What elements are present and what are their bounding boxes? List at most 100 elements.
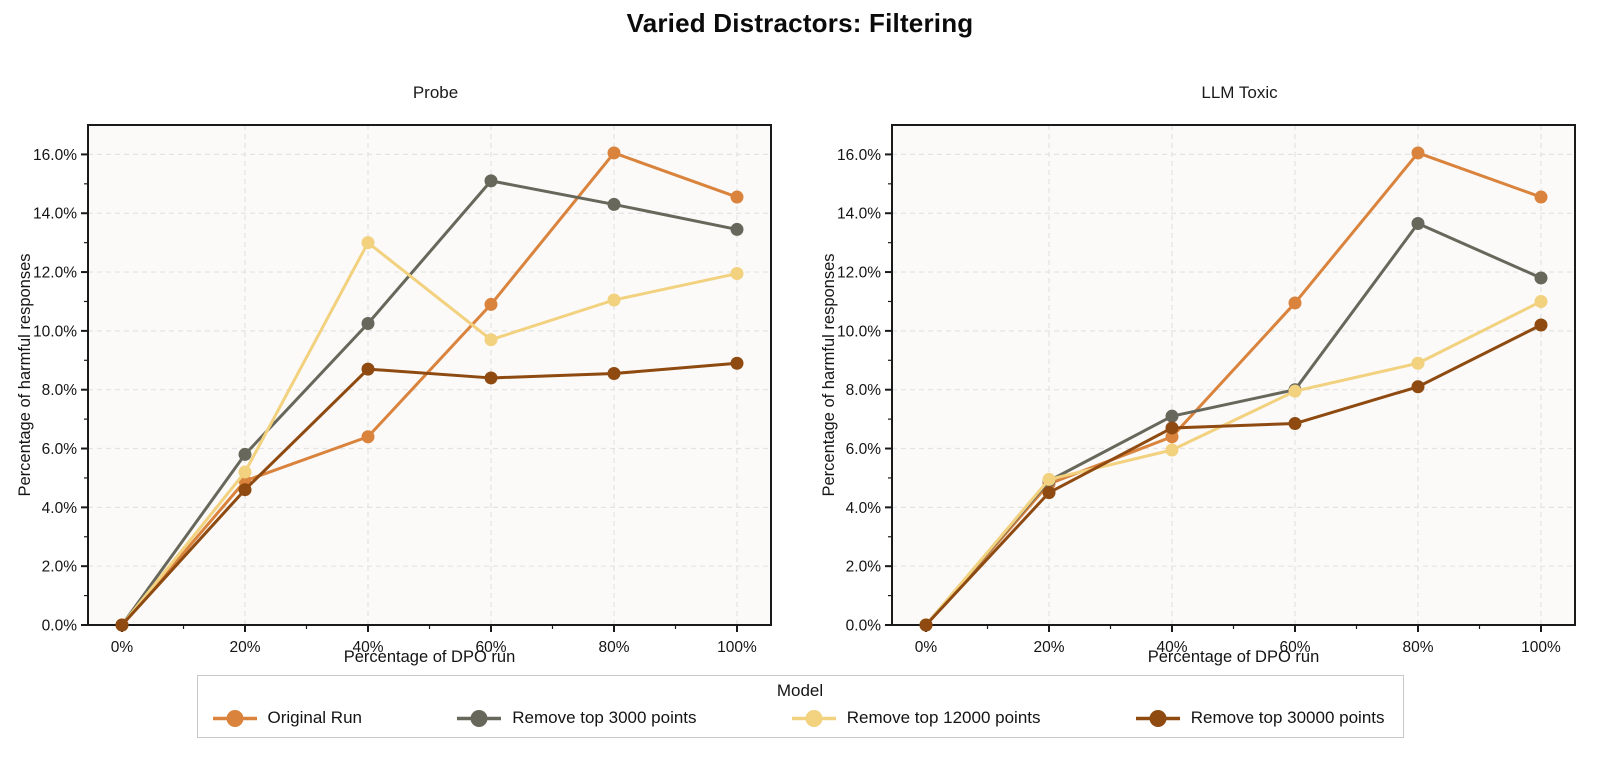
data-point xyxy=(1288,296,1302,310)
y-tick-label: 8.0% xyxy=(846,382,882,399)
series-line xyxy=(120,241,738,626)
data-point xyxy=(730,356,744,370)
y-tick-label: 12.0% xyxy=(33,265,77,282)
x-axis-label: Percentage of DPO run xyxy=(1148,648,1320,666)
y-tick-label: 6.0% xyxy=(846,441,882,458)
data-point xyxy=(484,174,498,188)
series-line xyxy=(120,151,738,626)
data-point xyxy=(1534,271,1548,285)
x-tick-label: 20% xyxy=(1033,639,1064,656)
legend-entry-label: Remove top 3000 points xyxy=(512,708,697,727)
data-point xyxy=(607,197,621,211)
data-point xyxy=(1534,318,1548,332)
y-tick-label: 4.0% xyxy=(42,500,78,517)
y-tick-label: 10.0% xyxy=(837,323,881,340)
x-tick-label: 100% xyxy=(1521,639,1561,656)
data-point xyxy=(238,465,252,479)
x-tick-label: 80% xyxy=(598,639,629,656)
data-point xyxy=(115,618,129,632)
subplot-llm-toxic-title: LLM Toxic xyxy=(1201,83,1278,102)
data-point xyxy=(730,267,744,281)
x-tick-label: 0% xyxy=(111,639,134,656)
legend-box: Model Original Run Remove top 3000 point… xyxy=(196,675,1404,738)
data-point xyxy=(1165,409,1179,423)
figure-title: Varied Distractors: Filtering xyxy=(626,8,974,38)
y-tick-label: 14.0% xyxy=(33,206,77,223)
x-tick-label: 60% xyxy=(475,639,506,656)
legend-entry-label: Remove top 30000 points xyxy=(1190,708,1385,727)
data-point xyxy=(607,146,621,160)
data-point xyxy=(361,317,375,331)
data-point xyxy=(484,333,498,347)
data-point xyxy=(484,297,498,311)
y-tick-label: 2.0% xyxy=(42,559,78,576)
legend-entry-label: Remove top 12000 points xyxy=(846,708,1041,727)
subplot-probe: Probe 0.0% 2.0% 4.0% 6.0% 8.0% 10.0% 12.0% 14.0… xyxy=(13,83,783,669)
series-line xyxy=(120,179,738,626)
data-point xyxy=(238,447,252,461)
probe-line-chart: 0.0% 2.0% 4.0% 6.0% 8.0% 10.0% 12.0% 14.0% 16.0%… xyxy=(16,124,772,666)
data-point xyxy=(730,222,744,236)
legend-entry-label: Original Run xyxy=(267,708,363,727)
data-point xyxy=(1534,294,1548,308)
legend-marker-dot xyxy=(805,709,823,727)
data-point xyxy=(484,371,498,385)
data-point xyxy=(1042,472,1056,486)
x-tick-label: 40% xyxy=(352,639,383,656)
data-point xyxy=(607,293,621,307)
series-line xyxy=(924,323,1542,627)
legend-entry-original-run: Original Run xyxy=(212,708,363,728)
legend-marker-icon xyxy=(457,709,502,727)
y-tick-label: 8.0% xyxy=(42,382,78,399)
data-point xyxy=(361,362,375,376)
data-point xyxy=(361,430,375,444)
legend-marker-dot xyxy=(1149,709,1167,727)
data-point xyxy=(607,367,621,381)
data-point xyxy=(1165,443,1179,457)
x-tick-label: 100% xyxy=(717,639,757,656)
y-tick-label: 0.0% xyxy=(42,618,78,635)
y-tick-label: 0.0% xyxy=(846,618,882,635)
y-tick-label: 14.0% xyxy=(837,206,881,223)
data-point xyxy=(1288,417,1302,431)
y-tick-label: 16.0% xyxy=(33,147,77,164)
data-point xyxy=(1411,146,1425,160)
data-point xyxy=(1411,356,1425,370)
series-line xyxy=(924,300,1542,626)
subplot-llm-toxic: LLM Toxic 0.0% 2.0% 4.0% 6.0% 8.0% 10.0% 12.0%… xyxy=(817,83,1587,669)
legend-entries: Original Run Remove top 3000 points Remo… xyxy=(198,708,1403,728)
data-point xyxy=(730,190,744,204)
y-tick-label: 6.0% xyxy=(42,441,78,458)
plot-background xyxy=(892,125,1575,625)
charts-row: Probe 0.0% 2.0% 4.0% 6.0% 8.0% 10.0% 12.0% 14.0… xyxy=(0,83,1600,669)
legend-entry-remove-30000: Remove top 30000 points xyxy=(1135,708,1385,728)
legend-marker-icon xyxy=(1135,709,1180,727)
x-tick-label: 20% xyxy=(229,639,260,656)
data-point xyxy=(919,618,933,632)
y-axis-label: Percentage of harmful responses xyxy=(16,253,34,496)
legend-marker-dot xyxy=(470,709,488,727)
legend-marker-icon xyxy=(791,709,836,727)
y-tick-label: 4.0% xyxy=(846,500,882,517)
y-tick-label: 12.0% xyxy=(837,265,881,282)
x-axis-label: Percentage of DPO run xyxy=(344,648,516,666)
data-point xyxy=(1534,190,1548,204)
legend-entry-remove-3000: Remove top 3000 points xyxy=(456,708,697,728)
series-line xyxy=(120,361,738,627)
data-point xyxy=(238,483,252,497)
y-tick-label: 16.0% xyxy=(837,147,881,164)
data-point xyxy=(1411,217,1425,231)
legend-entry-remove-12000: Remove top 12000 points xyxy=(791,708,1041,728)
series-line xyxy=(924,151,1542,626)
data-point xyxy=(1411,380,1425,394)
x-tick-label: 80% xyxy=(1402,639,1433,656)
data-point xyxy=(1165,421,1179,435)
legend-title: Model xyxy=(776,681,824,700)
data-point xyxy=(1042,486,1056,500)
llm-toxic-line-chart: 0.0% 2.0% 4.0% 6.0% 8.0% 10.0% 12.0% 14.0% 16.0%… xyxy=(820,124,1576,666)
legend-marker-dot xyxy=(226,709,243,727)
legend-marker-icon xyxy=(212,709,257,727)
x-tick-label: 0% xyxy=(915,639,938,656)
x-tick-label: 60% xyxy=(1279,639,1310,656)
